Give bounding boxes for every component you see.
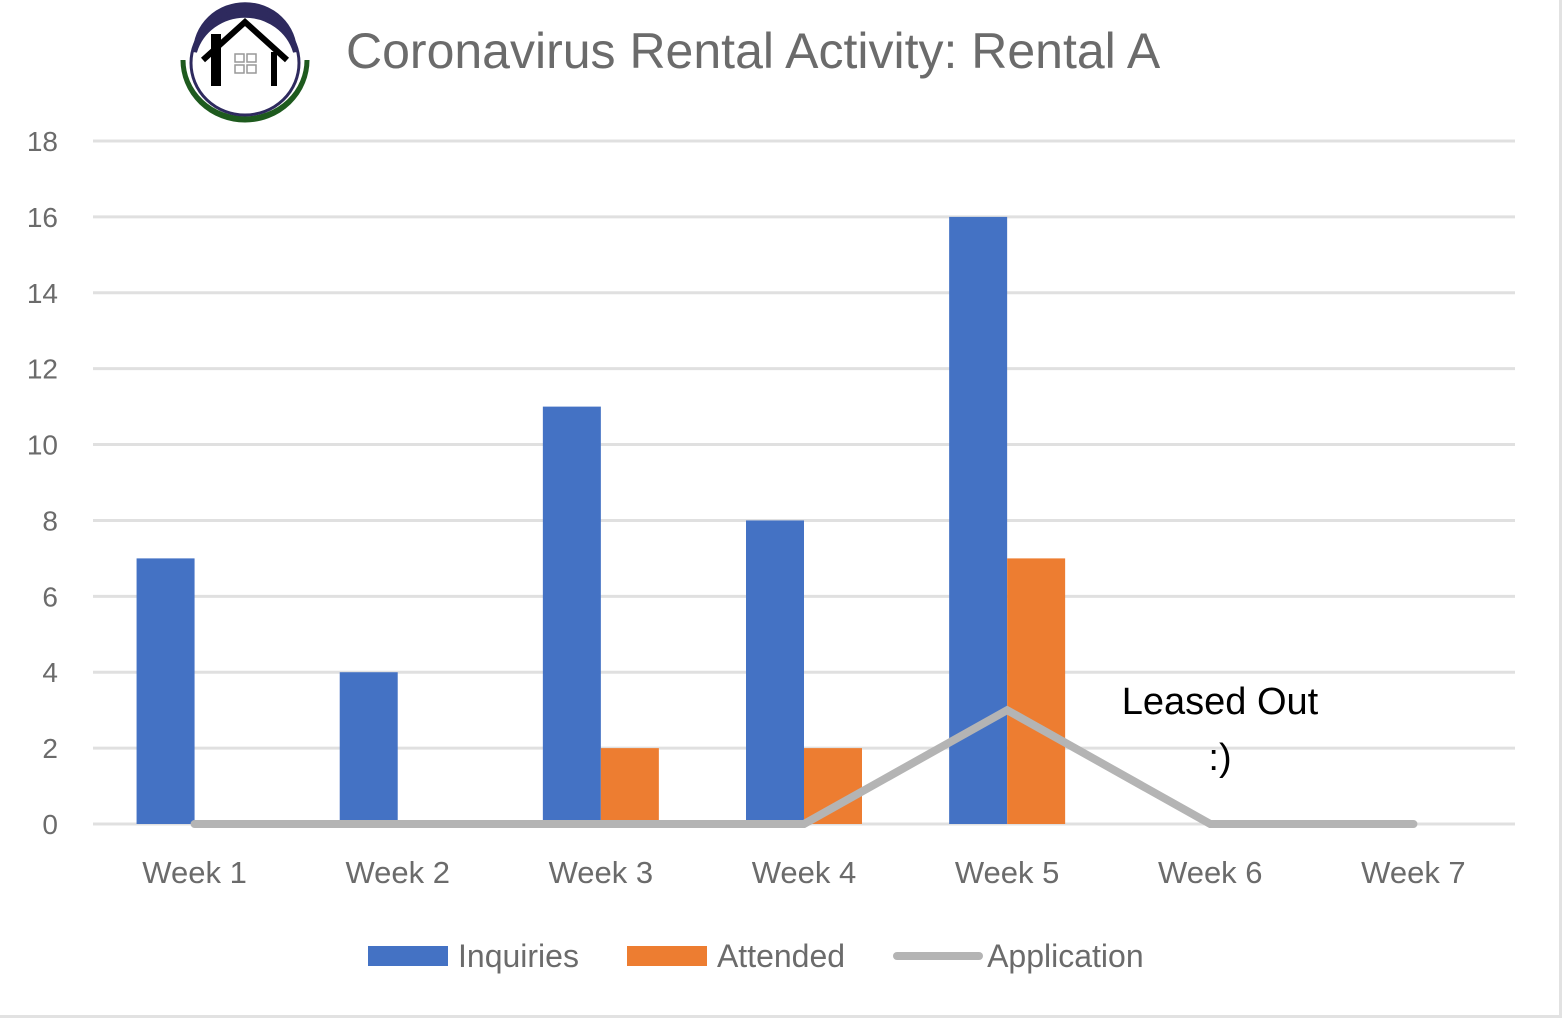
y-tick-label: 4 xyxy=(42,657,58,688)
attended-swatch-icon xyxy=(626,946,707,966)
inquiries-swatch-icon xyxy=(368,946,448,966)
bar-inquiries xyxy=(136,558,195,824)
y-tick-label: 0 xyxy=(42,809,58,840)
legend-item-inquiries[interactable]: Inquiries xyxy=(368,938,579,975)
legend-item-attended[interactable]: Attended xyxy=(626,937,846,975)
chart-title: Coronavirus Rental Activity: Rental A xyxy=(346,23,1161,79)
x-tick-label: Week 5 xyxy=(955,855,1060,890)
x-tick-label: Week 6 xyxy=(1158,855,1263,890)
legend-item-application[interactable]: Application xyxy=(893,938,1144,975)
y-tick-label: 10 xyxy=(27,430,58,461)
line-application xyxy=(190,705,1418,828)
bar-attended xyxy=(1007,558,1066,824)
x-tick-label: Week 7 xyxy=(1361,855,1466,890)
bar-attended xyxy=(600,748,659,824)
x-tick-label: Week 1 xyxy=(142,855,247,890)
legend-label: Inquiries xyxy=(458,937,579,974)
annotation-leased-out: Leased Out xyxy=(1122,681,1319,723)
legend-label: Attended xyxy=(716,937,846,974)
bar-inquiries xyxy=(746,520,804,824)
y-tick-label: 14 xyxy=(27,278,58,309)
x-tick-label: Week 4 xyxy=(752,855,857,890)
legend-label: Application xyxy=(987,937,1144,974)
y-tick-label: 6 xyxy=(42,581,58,612)
house-logo-icon xyxy=(180,2,310,123)
bar-inquiries xyxy=(339,672,398,824)
y-tick-label: 8 xyxy=(42,505,58,536)
bar-inquiries xyxy=(949,216,1008,824)
application-line-icon xyxy=(893,952,984,960)
chart-legend: Inquiries Attended Application xyxy=(368,934,1192,978)
x-tick-label: Week 2 xyxy=(345,855,450,890)
bar-inquiries xyxy=(542,406,601,824)
y-tick-label: 2 xyxy=(42,733,58,764)
y-tick-label: 12 xyxy=(27,354,58,385)
bar-attended xyxy=(804,748,862,824)
y-tick-label: 18 xyxy=(27,126,58,157)
x-tick-label: Week 3 xyxy=(549,855,654,890)
y-tick-label: 16 xyxy=(27,202,58,233)
annotation-smiley: :) xyxy=(1208,737,1231,779)
